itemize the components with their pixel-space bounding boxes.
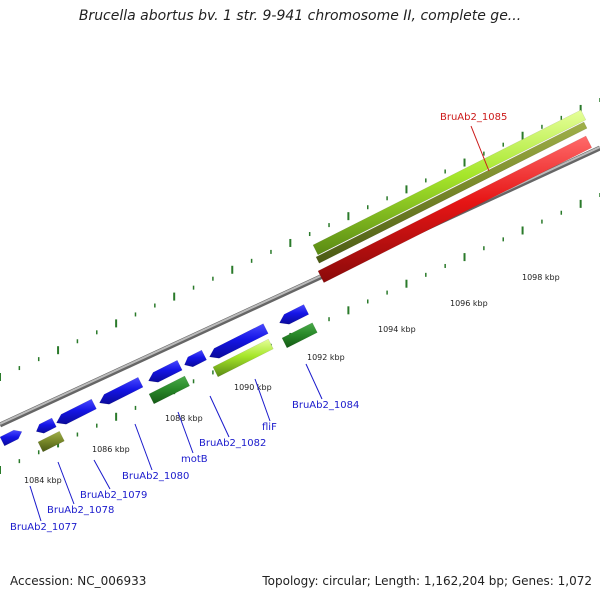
gene-bruab2-1084-green[interactable] <box>281 322 318 349</box>
gene-flif[interactable] <box>209 323 269 359</box>
gene-motb[interactable] <box>148 359 183 383</box>
tick-label: 1092 kbp <box>307 353 345 362</box>
gene-label-leader <box>305 363 323 400</box>
gene-label[interactable]: BruAb2_1079 <box>80 490 147 501</box>
gene-motb-green[interactable] <box>148 375 191 405</box>
gene-bruab2-1082[interactable] <box>184 349 207 368</box>
tick-label: 1096 kbp <box>450 299 488 308</box>
tick-label: 1088 kbp <box>165 414 203 423</box>
gene-label[interactable]: motB <box>181 454 208 465</box>
gene-bruab2-1085-olive[interactable] <box>315 121 588 264</box>
gene-bruab2-1084[interactable] <box>279 304 310 325</box>
gene-label[interactable]: BruAb2_1082 <box>199 438 266 449</box>
gene-label[interactable]: BruAb2_1085 <box>440 112 507 123</box>
genome-summary-text: Topology: circular; Length: 1,162,204 bp… <box>262 574 592 588</box>
gene-label-leader <box>29 485 42 522</box>
gene-label[interactable]: BruAb2_1080 <box>122 471 189 482</box>
gene-label-leader <box>177 411 194 454</box>
gene-label[interactable]: BruAb2_1084 <box>292 400 359 411</box>
gene-label-leader <box>57 461 75 505</box>
tick-label: 1090 kbp <box>234 383 272 392</box>
gene-bruab2-1079[interactable] <box>56 398 97 425</box>
gene-bruab2-1078[interactable] <box>35 417 57 434</box>
gene-label-leader <box>209 395 230 438</box>
gene-flif-lime[interactable] <box>212 338 274 378</box>
gene-bruab2-1077[interactable] <box>0 429 23 447</box>
gene-label-leader <box>134 423 153 471</box>
map-title: Brucella abortus bv. 1 str. 9-941 chromo… <box>78 8 522 24</box>
gene-bruab2-1080[interactable] <box>99 376 144 405</box>
gene-label-leader <box>254 378 271 422</box>
gene-label[interactable]: fliF <box>262 422 277 433</box>
gene-bruab2-1078-olive[interactable] <box>37 430 65 453</box>
gene-bruab2-1085[interactable] <box>317 135 593 283</box>
tick-label: 1094 kbp <box>378 325 416 334</box>
tick-label: 1084 kbp <box>24 476 62 485</box>
gene-label[interactable]: BruAb2_1077 <box>10 522 77 533</box>
gene-label[interactable]: BruAb2_1078 <box>47 505 114 516</box>
gene-label-leader <box>470 125 490 172</box>
tick-label: 1086 kbp <box>92 445 130 454</box>
gene-bruab2-1085-lime[interactable] <box>312 109 587 256</box>
gene-label-leader <box>93 459 111 490</box>
accession-text: Accession: NC_006933 <box>10 574 147 588</box>
tick-label: 1098 kbp <box>522 273 560 282</box>
